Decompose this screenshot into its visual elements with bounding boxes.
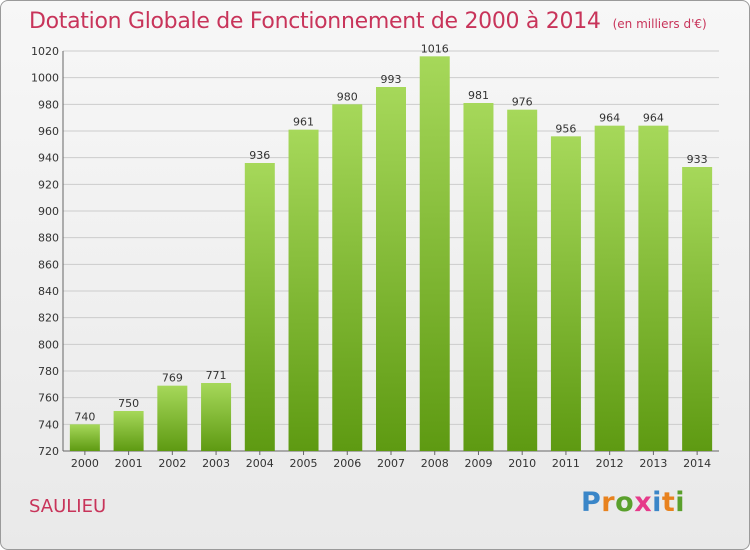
x-tick-label: 2012 [596, 457, 624, 470]
bar-2009 [463, 103, 494, 451]
y-tick-label: 920 [38, 178, 59, 191]
bar-2005 [288, 129, 319, 451]
bar-value-label: 961 [293, 116, 314, 129]
bar-2007 [376, 87, 406, 451]
bar-value-label: 956 [555, 122, 576, 135]
proxiti-logo: Proxiti [581, 487, 685, 518]
bar-value-label: 933 [687, 153, 708, 166]
bar-value-label: 1016 [421, 42, 449, 55]
y-tick-label: 780 [38, 365, 59, 378]
y-tick-label: 1020 [31, 45, 59, 58]
logo-letter: o [615, 487, 635, 518]
y-tick-label: 720 [38, 445, 59, 458]
y-tick-label: 1000 [31, 72, 59, 85]
x-tick-label: 2003 [202, 457, 230, 470]
logo-letter: i [652, 487, 662, 518]
axis-layer: 720 740 760 780 800 820 840 860 880 900 920 940 960 9… [31, 45, 719, 470]
bar-value-label: 740 [74, 410, 95, 423]
chart-title: Dotation Globale de Fonctionnement de 20… [29, 9, 707, 34]
bar-value-label: 976 [512, 96, 533, 109]
x-tick-label: 2001 [115, 457, 143, 470]
y-tick-label: 880 [38, 232, 59, 245]
chart-subtitle: (en milliers d'€) [612, 17, 707, 31]
bar-2010 [507, 109, 538, 452]
bar-2000 [69, 424, 100, 451]
logo-letter: r [601, 487, 616, 518]
y-tick-label: 940 [38, 152, 59, 165]
bar-value-label: 980 [337, 90, 358, 103]
bar-value-label: 936 [249, 149, 270, 162]
y-tick-label: 900 [38, 205, 59, 218]
x-tick-label: 2005 [290, 457, 318, 470]
logo-letter: x [634, 487, 653, 518]
logo-letter: t [661, 487, 676, 518]
bar-2012 [594, 125, 625, 452]
y-tick-label: 860 [38, 258, 59, 271]
bar-2006 [332, 104, 363, 451]
x-tick-label: 2007 [377, 457, 405, 470]
bar-value-label: 771 [206, 369, 227, 382]
bar-value-label: 981 [468, 89, 489, 102]
x-tick-label: 2010 [508, 457, 536, 470]
bar-value-label: 993 [381, 73, 402, 86]
x-tick-label: 2009 [464, 457, 492, 470]
bar-value-label: 750 [118, 397, 139, 410]
commune-name: SAULIEU [29, 496, 107, 517]
logo-letter: i [675, 487, 686, 518]
y-tick-label: 820 [38, 312, 59, 325]
x-tick-label: 2011 [552, 457, 580, 470]
y-tick-label: 760 [38, 392, 59, 405]
bar-2014 [682, 167, 713, 451]
bar-2013 [638, 125, 669, 452]
bar-2001 [113, 411, 144, 451]
logo-letter: P [581, 487, 602, 518]
x-tick-label: 2013 [639, 457, 667, 470]
x-tick-label: 2008 [421, 457, 449, 470]
y-tick-label: 960 [38, 125, 59, 138]
x-tick-label: 2004 [246, 457, 274, 470]
bar-2004 [244, 163, 275, 451]
x-tick-label: 2000 [71, 457, 99, 470]
y-tick-label: 740 [38, 418, 59, 431]
bar-2011 [550, 136, 581, 452]
x-tick-label: 2014 [683, 457, 711, 470]
bar-value-label: 964 [599, 112, 620, 125]
x-tick-label: 2006 [333, 457, 361, 470]
bar-value-label: 769 [162, 372, 183, 385]
y-tick-label: 840 [38, 285, 59, 298]
y-tick-label: 800 [38, 338, 59, 351]
bar-2002 [157, 385, 188, 451]
bar-2003 [201, 383, 232, 451]
y-tick-label: 980 [38, 98, 59, 111]
bar-layer: 740 750 769 771 936 961 980 993 1016 981 976 956 964… [69, 42, 713, 452]
bar-2008 [419, 56, 450, 451]
x-tick-label: 2002 [158, 457, 186, 470]
bar-value-label: 964 [643, 112, 664, 125]
